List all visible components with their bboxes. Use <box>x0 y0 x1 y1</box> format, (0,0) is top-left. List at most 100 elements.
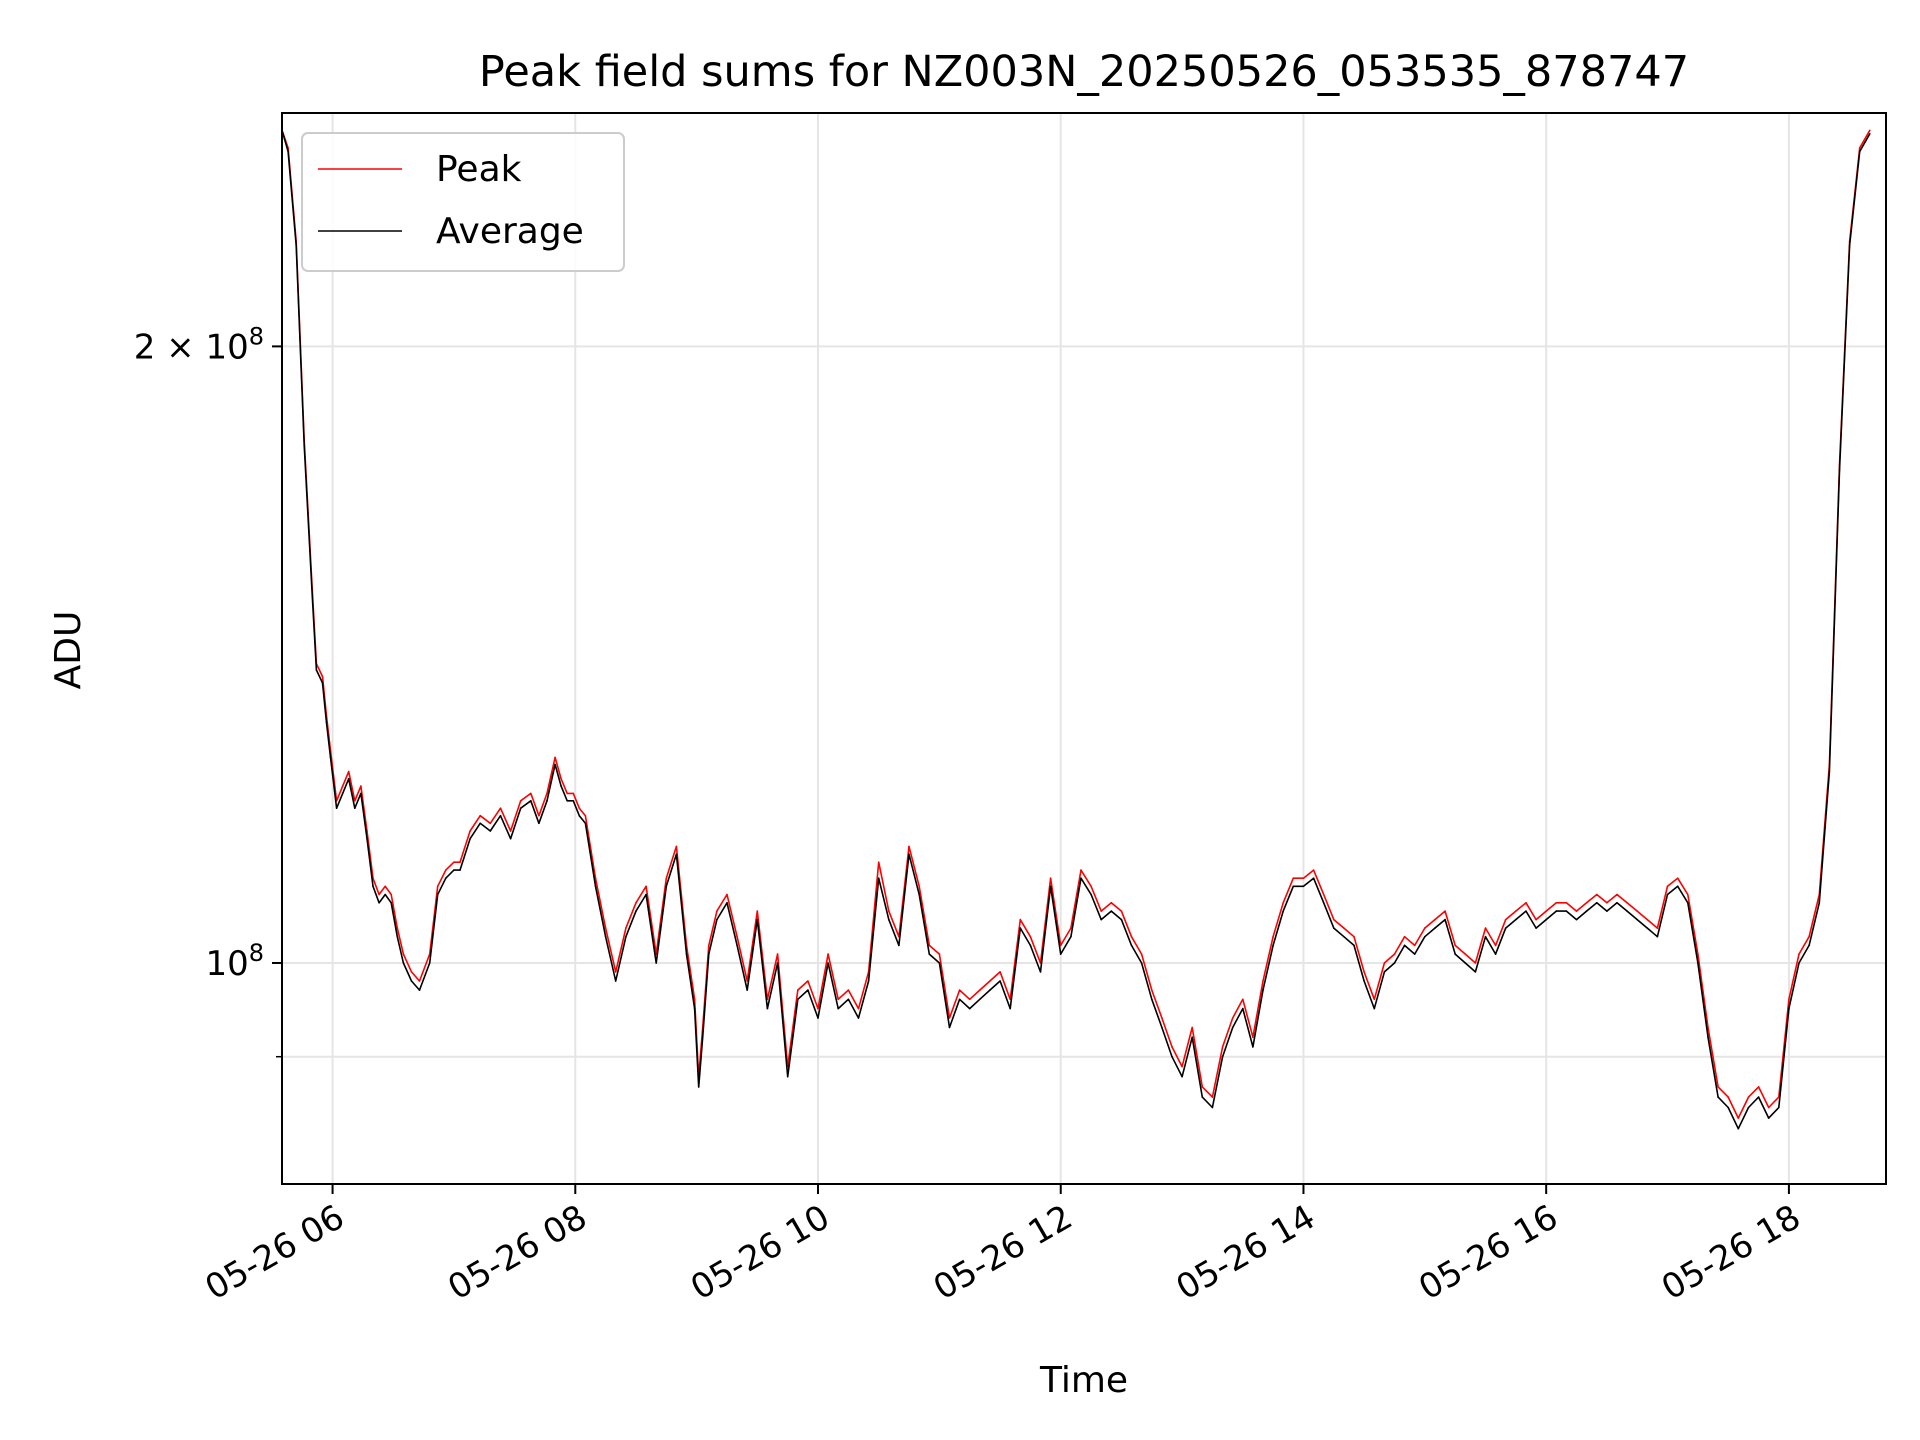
data-point-peak <box>693 998 696 1001</box>
data-point-peak <box>1707 1026 1709 1029</box>
data-point-peak <box>1110 902 1113 904</box>
data-point-peak <box>1403 935 1406 938</box>
data-point-average <box>1646 927 1649 929</box>
data-point-peak <box>1494 944 1497 947</box>
data-point-peak <box>1474 962 1477 964</box>
data-point-average <box>1838 469 1841 472</box>
data-point-average <box>366 837 368 840</box>
data-point-average <box>614 980 617 982</box>
data-point-peak <box>847 989 850 991</box>
data-point-peak <box>1343 927 1345 929</box>
data-point-average <box>546 800 548 802</box>
data-point-peak <box>1737 1117 1740 1119</box>
data-point-average <box>428 962 431 964</box>
data-point-peak <box>1666 885 1669 888</box>
data-point-average <box>1434 927 1436 929</box>
data-point-average <box>693 1007 696 1010</box>
data-point-average <box>325 722 328 724</box>
data-point-peak <box>1788 998 1790 1001</box>
data-point-average <box>1292 885 1295 888</box>
data-point-average <box>1444 918 1446 921</box>
data-point-peak <box>509 830 512 832</box>
data-point-average <box>418 989 421 991</box>
data-point-peak <box>1252 1036 1254 1038</box>
data-point-average <box>1636 918 1638 921</box>
data-point-average <box>1343 935 1345 938</box>
data-point-average <box>1393 962 1396 964</box>
data-point-peak <box>410 971 413 973</box>
data-point-average <box>584 822 587 825</box>
data-point-average <box>469 837 471 840</box>
data-point-peak <box>708 944 710 947</box>
data-point-average <box>1494 953 1497 955</box>
data-point-average <box>538 822 540 825</box>
data-point-peak <box>918 885 920 888</box>
data-point-average <box>776 962 779 964</box>
data-point-average <box>459 869 461 871</box>
data-point-peak <box>519 800 522 802</box>
data-point-peak <box>354 800 356 802</box>
data-point-average <box>1596 902 1598 904</box>
series-layer <box>282 129 1871 1130</box>
data-point-peak <box>1059 944 1062 947</box>
data-point-peak <box>1535 918 1537 921</box>
data-point-average <box>1798 962 1800 964</box>
data-point-average <box>1333 927 1335 929</box>
data-point-peak <box>445 869 447 871</box>
data-point-average <box>867 980 870 982</box>
x-axis-label: Time <box>1039 1360 1128 1401</box>
data-point-peak <box>1151 989 1153 991</box>
legend-box <box>301 132 625 272</box>
data-point-average <box>560 785 562 787</box>
data-point-peak <box>384 885 387 888</box>
data-point-peak <box>807 980 809 982</box>
data-point-average <box>530 800 532 802</box>
data-point-peak <box>546 792 548 795</box>
data-point-average <box>847 998 850 1001</box>
data-point-average <box>857 1017 860 1019</box>
data-point-peak <box>1272 935 1274 938</box>
data-point-average <box>1828 770 1831 773</box>
data-point-average <box>1575 918 1578 921</box>
data-point-peak <box>1312 869 1315 871</box>
data-point-average <box>1140 962 1143 964</box>
data-point-peak <box>378 893 380 896</box>
data-point-average <box>554 763 556 766</box>
data-point-average <box>625 935 627 938</box>
data-point-peak <box>1383 962 1386 964</box>
data-point-average <box>645 893 647 896</box>
data-point-peak <box>1747 1096 1750 1098</box>
data-point-peak <box>1100 910 1102 912</box>
data-point-average <box>402 962 405 964</box>
data-point-peak <box>1181 1065 1183 1068</box>
data-point-average <box>445 877 447 879</box>
data-point-peak <box>390 893 393 896</box>
data-point-average <box>716 918 718 921</box>
data-point-average <box>1788 1007 1790 1010</box>
data-point-peak <box>958 989 961 991</box>
data-point-average <box>928 953 931 955</box>
data-point-average <box>701 1036 704 1038</box>
data-point-average <box>1626 910 1628 912</box>
data-point-peak <box>979 989 981 991</box>
data-point-peak <box>1636 910 1638 912</box>
data-point-average <box>1181 1075 1183 1078</box>
data-point-average <box>453 869 455 871</box>
data-point-average <box>509 837 512 840</box>
data-point-average <box>287 150 289 153</box>
data-point-average <box>1272 944 1274 947</box>
data-point-average <box>572 800 575 802</box>
data-point-peak <box>594 877 597 879</box>
data-point-average <box>372 885 374 888</box>
data-point-peak <box>675 845 678 848</box>
data-point-average <box>1565 910 1568 912</box>
data-point-average <box>1282 910 1284 912</box>
data-point-peak <box>746 980 748 982</box>
data-point-peak <box>1282 902 1284 904</box>
data-point-peak <box>1767 1106 1770 1109</box>
data-point-peak <box>716 910 718 912</box>
data-point-average <box>665 885 668 888</box>
data-point-average <box>1869 133 1871 135</box>
data-point-average <box>1252 1046 1254 1048</box>
series-line-average <box>282 130 1871 1130</box>
